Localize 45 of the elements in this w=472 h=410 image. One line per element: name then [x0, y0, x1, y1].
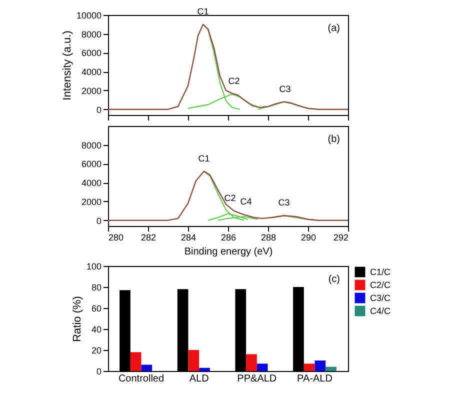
legend-label: C4/C	[370, 306, 392, 316]
y-tick-label: 8000	[81, 29, 102, 40]
y-axis-title: Intensity (a.u.)	[61, 30, 74, 100]
annotation: C2	[224, 192, 236, 203]
annotation: C1	[197, 6, 209, 16]
y-axis-title: Ratio (%)	[71, 296, 84, 342]
x-tick-label: 290	[300, 232, 316, 242]
y-tick-label: 2000	[81, 196, 102, 207]
annotation: C2	[228, 76, 240, 86]
legend-label: C3/C	[370, 293, 392, 303]
legend-label: C2/C	[370, 280, 392, 290]
x-tick-label: 284	[180, 232, 196, 242]
y-tick-label: 40	[91, 324, 102, 334]
x-tick-label: 282	[140, 232, 156, 242]
y-tick-label: 20	[91, 346, 102, 356]
y-tick-label: 10000	[76, 10, 102, 20]
x-tick-label: PA-ALD	[297, 374, 332, 384]
y-tick-label: 0	[96, 366, 102, 376]
y-tick-label: 100	[86, 262, 102, 272]
x-tick-label: 286	[220, 232, 236, 242]
legend-label: C1/C	[370, 267, 392, 277]
annotation: C3	[278, 198, 290, 208]
annotation: (b)	[328, 134, 340, 145]
y-tick-label: 60	[91, 304, 102, 314]
y-tick-label: 2000	[81, 86, 102, 96]
annotation: (c)	[328, 274, 340, 285]
annotation: C4	[240, 196, 252, 207]
x-tick-label: 288	[260, 232, 276, 242]
y-tick-label: 6000	[81, 48, 102, 58]
y-tick-label: 8000	[81, 140, 102, 150]
y-tick-label: 0	[96, 104, 102, 115]
x-tick-label: ALD	[189, 374, 209, 384]
y-tick-label: 80	[91, 282, 102, 292]
x-tick-label: 280	[108, 232, 124, 242]
y-tick-label: 0	[96, 216, 102, 226]
x-tick-label: PP&ALD	[237, 374, 277, 384]
y-tick-label: 4000	[81, 67, 102, 78]
annotation: C3	[279, 84, 291, 94]
x-tick-label: 292	[333, 232, 348, 242]
annotation: C1	[198, 153, 210, 164]
x-tick-label: Controlled	[118, 374, 164, 384]
x-axis-title: Binding energy (eV)	[184, 246, 273, 258]
y-tick-label: 4000	[81, 178, 102, 188]
annotation: (a)	[328, 23, 340, 34]
y-tick-label: 6000	[81, 159, 102, 170]
